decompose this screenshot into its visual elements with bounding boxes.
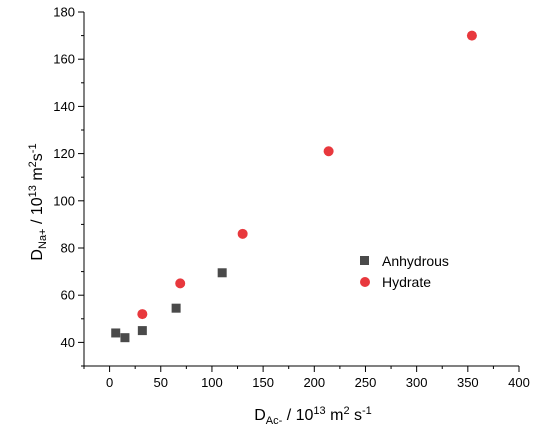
x-axis-title: DAc- / 1013 m2 s-1	[254, 405, 372, 427]
x-tick-label: 350	[457, 375, 479, 390]
x-axis-ticks: 0 50 100 150 200 250 300 350 400	[83, 366, 530, 390]
y-axis-ticks: 40 60 80 100 120 140 160 180	[53, 5, 84, 367]
point-anhydrous	[137, 326, 147, 336]
x-tick-label: 300	[406, 375, 428, 390]
point-hydrate	[175, 278, 186, 289]
y-tick-label: 180	[53, 5, 75, 20]
x-tick-label: 100	[201, 375, 223, 390]
y-tick-label: 160	[53, 52, 75, 67]
point-anhydrous	[171, 303, 181, 313]
y-tick-label: 60	[61, 288, 75, 303]
legend-marker-anhydrous	[360, 256, 369, 265]
point-hydrate	[466, 30, 477, 41]
y-tick-label: 140	[53, 99, 75, 114]
legend-label-anhydrous: Anhydrous	[382, 253, 449, 269]
x-tick-label: 0	[106, 375, 113, 390]
data-points	[111, 30, 477, 343]
legend: Anhydrous Hydrate	[360, 253, 449, 290]
y-tick-label: 100	[53, 193, 75, 208]
y-tick-label: 40	[61, 335, 75, 350]
x-tick-label: 200	[303, 375, 325, 390]
point-anhydrous	[111, 328, 121, 338]
point-hydrate	[237, 228, 248, 239]
point-hydrate	[323, 146, 334, 157]
point-anhydrous	[217, 268, 227, 278]
point-hydrate	[137, 309, 148, 320]
x-tick-label: 400	[508, 375, 530, 390]
y-tick-label: 120	[53, 146, 75, 161]
legend-label-hydrate: Hydrate	[382, 274, 431, 290]
legend-marker-hydrate	[360, 277, 370, 287]
x-tick-label: 150	[252, 375, 274, 390]
point-anhydrous	[120, 333, 130, 343]
x-tick-label: 50	[154, 375, 168, 390]
y-tick-label: 80	[61, 241, 75, 256]
x-tick-label: 250	[355, 375, 377, 390]
y-axis-title: DNa+ / 1013 m2s-1	[27, 143, 49, 260]
